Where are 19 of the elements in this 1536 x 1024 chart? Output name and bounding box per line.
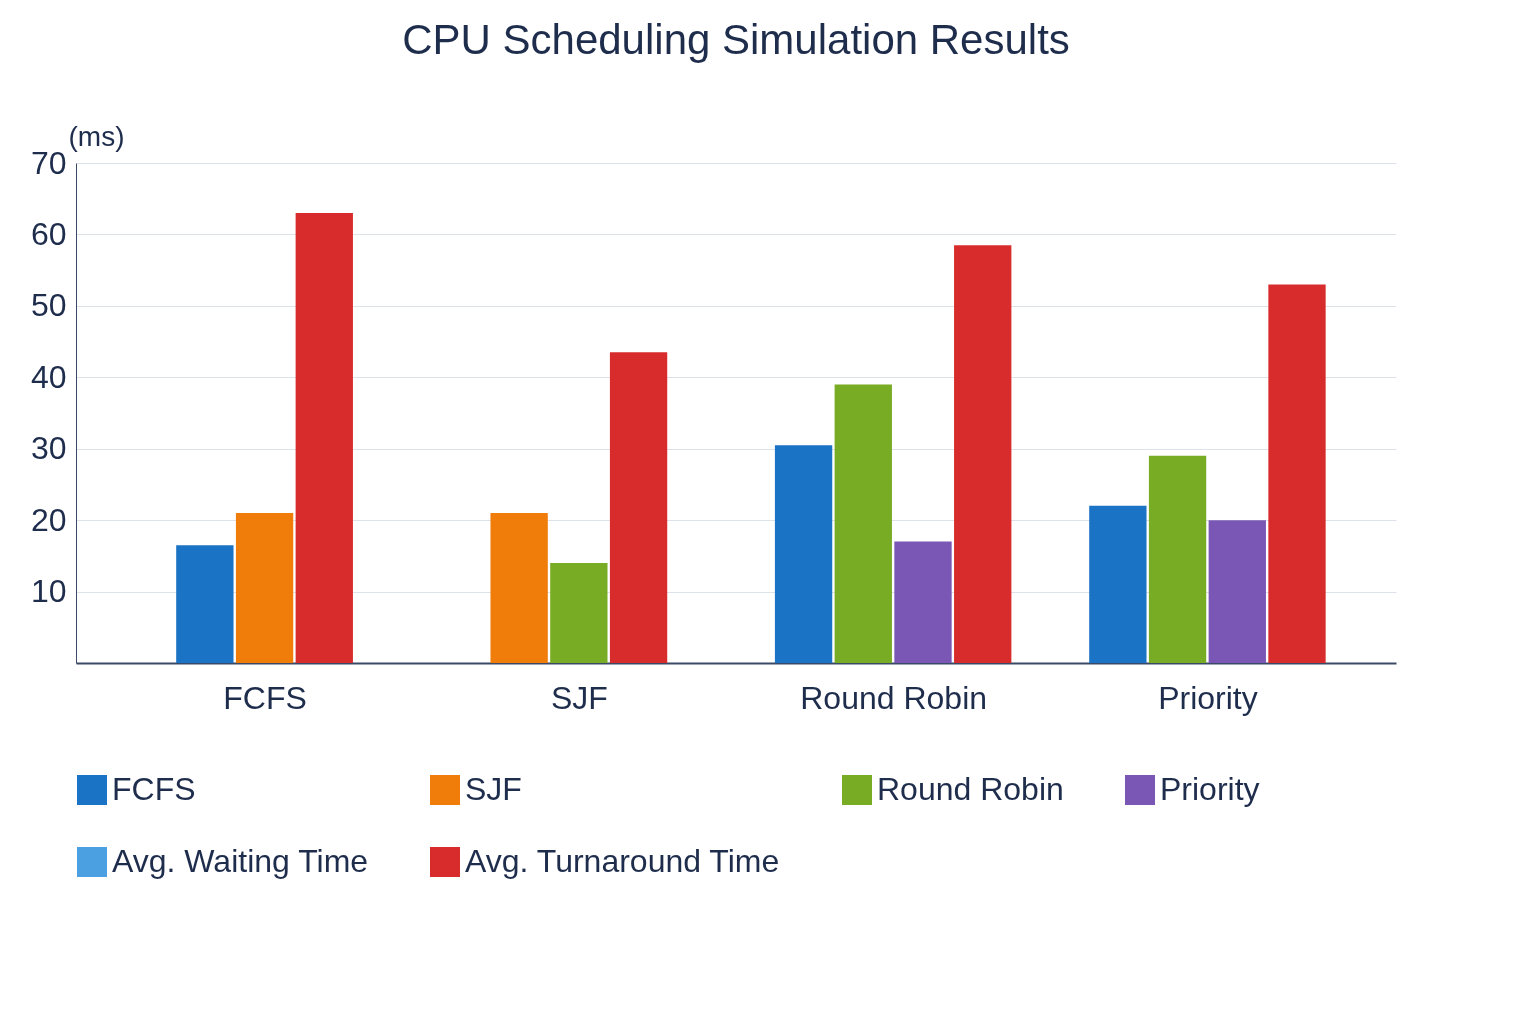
y-tick-label: 50 <box>30 287 67 324</box>
y-axis-title: (ms) <box>68 120 125 152</box>
y-tick-label: 30 <box>30 430 67 467</box>
y-tick-label: 70 <box>30 144 67 181</box>
y-tick-label: 40 <box>30 358 67 395</box>
x-tick-label: FCFS <box>223 679 307 716</box>
legend-label: Round Robin <box>877 771 1064 807</box>
legend-label: FCFS <box>112 771 196 807</box>
chart-title: CPU Scheduling Simulation Results <box>402 16 1070 63</box>
y-tick-label: 20 <box>30 501 67 538</box>
legend-label: Priority <box>1160 771 1260 807</box>
x-tick-label: SJF <box>550 679 608 716</box>
x-tick-label: Round Robin <box>800 679 988 716</box>
legend-label: Avg. Turnaround Time <box>465 843 780 879</box>
y-tick-label: 10 <box>30 573 67 610</box>
x-tick-label: Priority <box>1158 679 1258 716</box>
legend-label: Avg. Waiting Time <box>112 843 369 879</box>
legend-label: SJF <box>465 771 522 807</box>
y-tick-label: 60 <box>30 215 67 252</box>
